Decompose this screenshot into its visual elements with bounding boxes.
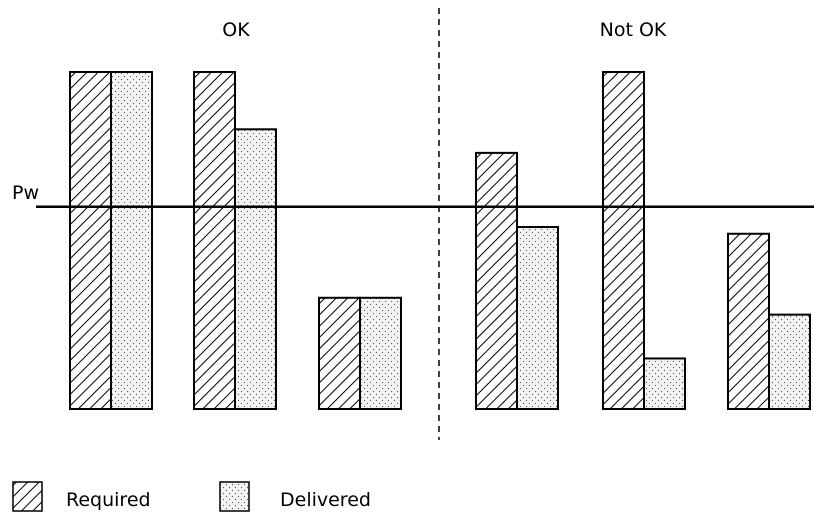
legend-layer: Required Delivered (12, 481, 371, 512)
bar-required-2 (193, 71, 236, 410)
bar-required-6 (727, 232, 770, 410)
bar-delivered-2 (234, 128, 277, 410)
legend-label-delivered: Delivered (280, 489, 371, 511)
bar-delivered-5 (643, 357, 686, 411)
reference-layer: Pw (12, 182, 814, 209)
group-labels-layer: OK Not OK (222, 19, 667, 41)
bars-layer (69, 71, 811, 411)
bar-required-4 (475, 151, 518, 410)
group-label-2: Not OK (600, 19, 667, 41)
bar-required-3 (318, 296, 361, 411)
bar-required-1 (69, 71, 112, 410)
reference-line-label: Pw (12, 182, 39, 204)
bar-delivered-4 (516, 226, 559, 410)
legend-swatch-delivered (219, 481, 250, 512)
group-label-1: OK (222, 19, 250, 41)
bar-delivered-1 (110, 71, 153, 410)
legend-label-required: Required (66, 489, 151, 511)
bar-required-5 (602, 71, 645, 410)
bar-delivered-6 (768, 313, 811, 411)
legend-swatch-required (12, 481, 43, 512)
bar-delivered-3 (359, 296, 402, 411)
